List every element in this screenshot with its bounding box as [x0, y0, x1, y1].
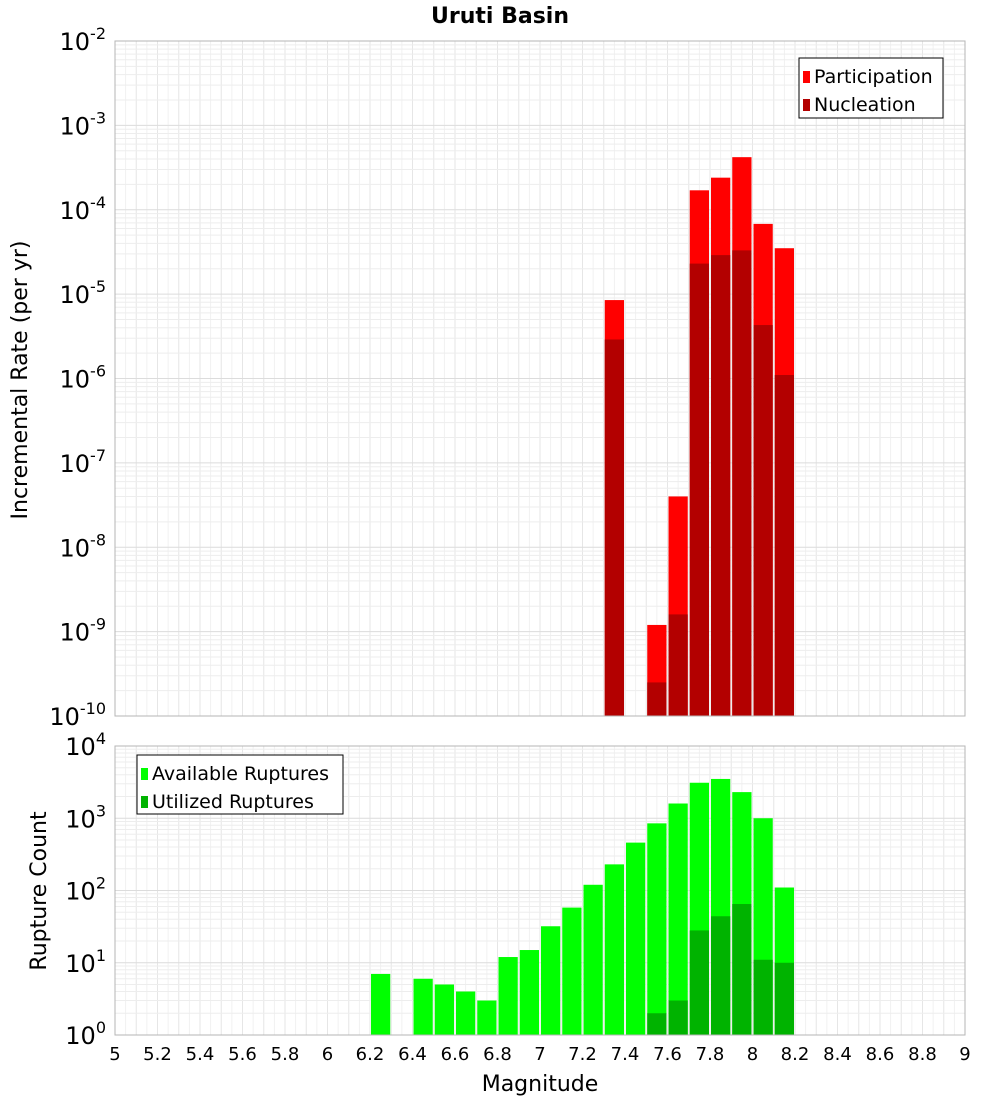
y-tick-label: 103 — [65, 801, 106, 833]
y-tick-label: 101 — [65, 946, 106, 978]
bar-available-ruptures — [434, 984, 454, 1035]
legend-box — [136, 754, 344, 815]
legend-swatch — [803, 99, 810, 111]
bar-available-ruptures — [541, 926, 561, 1035]
y-tick-label: 10-2 — [60, 24, 107, 56]
x-tick-label: 6.2 — [356, 1044, 385, 1065]
bar-utilized-ruptures — [732, 904, 752, 1035]
legend-label: Utilized Ruptures — [152, 791, 314, 813]
x-tick-label: 5.8 — [271, 1044, 300, 1065]
x-tick-label: 5.2 — [143, 1044, 172, 1065]
y-axis-label-top: Incremental Rate (per yr) — [8, 241, 33, 520]
x-tick-label: 5.4 — [186, 1044, 215, 1065]
y-tick-label: 104 — [65, 729, 106, 761]
y-tick-label: 10-10 — [49, 699, 106, 731]
x-tick-label: 5.6 — [228, 1044, 257, 1065]
bar-nucleation — [689, 263, 709, 716]
x-tick-label: 8.6 — [866, 1044, 895, 1065]
legend-swatch — [141, 768, 148, 780]
x-axis-label: Magnitude — [482, 1072, 599, 1097]
plot-frame — [114, 40, 966, 717]
bar-available-ruptures — [456, 991, 476, 1035]
bar-utilized-ruptures — [753, 959, 773, 1035]
legend-label: Participation — [814, 66, 933, 88]
x-tick-label: 6 — [322, 1044, 333, 1065]
bar-available-ruptures — [519, 950, 539, 1035]
bar-nucleation — [753, 325, 773, 716]
x-tick-label: 6.6 — [441, 1044, 470, 1065]
bar-available-ruptures — [477, 1000, 497, 1035]
bar-utilized-ruptures — [774, 962, 794, 1035]
y-tick-label: 102 — [65, 874, 106, 906]
bar-available-ruptures — [498, 957, 518, 1035]
bar-available-ruptures — [562, 907, 582, 1035]
bar-utilized-ruptures — [668, 1000, 688, 1035]
x-tick-label: 5 — [109, 1044, 120, 1065]
plot-frame — [114, 745, 966, 1036]
bar-available-ruptures — [583, 884, 603, 1035]
bar-utilized-ruptures — [711, 916, 731, 1035]
y-tick-label: 10-4 — [60, 193, 107, 225]
x-tick-label: 6.4 — [398, 1044, 427, 1065]
chart-title: Uruti Basin — [431, 4, 569, 29]
y-tick-label: 10-9 — [60, 615, 107, 647]
x-tick-label: 8 — [747, 1044, 758, 1065]
bar-utilized-ruptures — [689, 930, 709, 1035]
legend-box — [798, 57, 944, 119]
legend-label: Available Ruptures — [152, 763, 329, 785]
bar-available-ruptures — [413, 978, 433, 1035]
y-tick-label: 10-7 — [60, 446, 107, 478]
x-tick-label: 8.2 — [781, 1044, 810, 1065]
y-tick-label: 100 — [65, 1018, 106, 1050]
x-tick-label: 7.8 — [696, 1044, 725, 1065]
bar-nucleation — [647, 682, 667, 716]
bar-available-ruptures — [668, 803, 688, 1035]
x-tick-label: 8.4 — [823, 1044, 852, 1065]
legend-swatch — [803, 71, 810, 83]
x-tick-label: 6.8 — [483, 1044, 512, 1065]
bar-available-ruptures — [647, 823, 667, 1035]
bar-available-ruptures — [626, 842, 646, 1035]
bar-nucleation — [604, 339, 624, 716]
x-tick-label: 7.4 — [611, 1044, 640, 1065]
x-tick-label: 7 — [534, 1044, 545, 1065]
y-axis-label-bottom: Rupture Count — [27, 811, 52, 971]
x-tick-label: 8.8 — [908, 1044, 937, 1065]
bar-available-ruptures — [371, 973, 391, 1035]
legend-label: Nucleation — [814, 94, 916, 116]
legend-swatch — [141, 796, 148, 808]
y-tick-label: 10-6 — [60, 362, 107, 394]
y-tick-label: 10-3 — [60, 108, 107, 140]
y-tick-label: 10-5 — [60, 277, 107, 309]
bar-nucleation — [711, 255, 731, 716]
x-tick-label: 9 — [959, 1044, 970, 1065]
y-tick-label: 10-8 — [60, 530, 107, 562]
bar-available-ruptures — [604, 864, 624, 1035]
bar-nucleation — [774, 375, 794, 716]
bar-nucleation — [732, 250, 752, 717]
x-tick-label: 7.6 — [653, 1044, 682, 1065]
x-tick-label: 7.2 — [568, 1044, 597, 1065]
bar-utilized-ruptures — [647, 1013, 667, 1035]
bar-nucleation — [668, 614, 688, 716]
